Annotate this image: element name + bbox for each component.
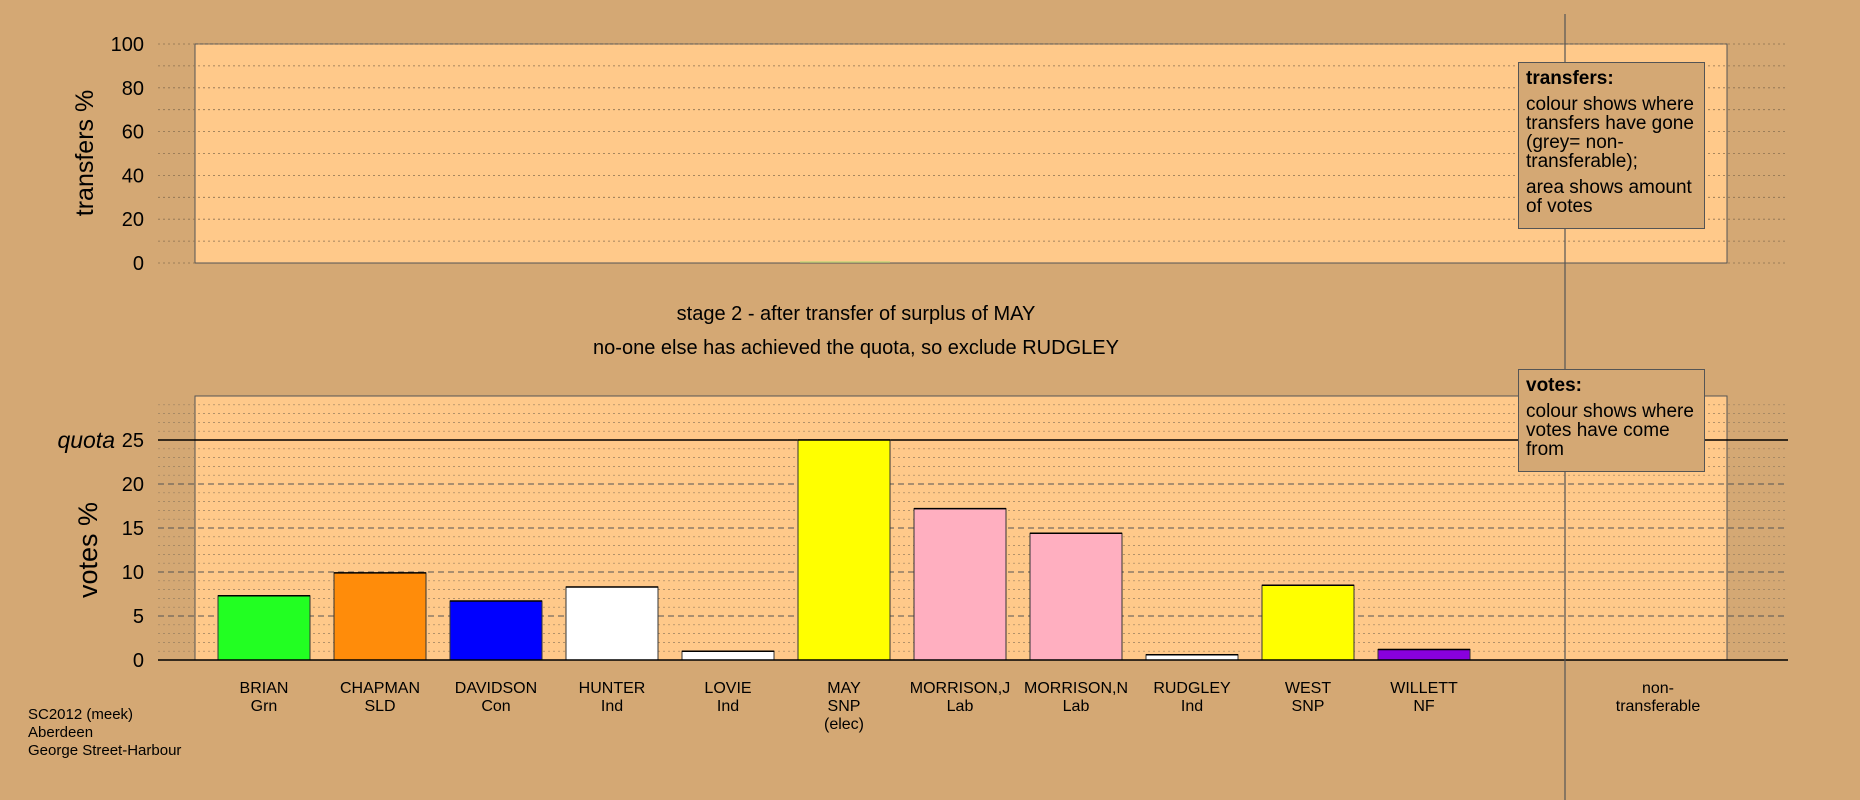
transfers-legend-text-1: colour shows where transfers have gone (… — [1526, 94, 1694, 172]
quota-label: quota — [57, 427, 115, 453]
votes-y-tick-label: 25 — [122, 430, 144, 452]
transfers-y-tick-label: 80 — [122, 78, 144, 100]
vote-bar — [1029, 532, 1123, 661]
candidate-party-label: Ind — [717, 698, 739, 715]
candidate-party-label: Ind — [601, 698, 623, 715]
candidate-name-label: MORRISON,N — [1024, 680, 1128, 697]
footer-council: Aberdeen — [28, 724, 94, 741]
votes-y-tick-label: 5 — [133, 606, 144, 628]
candidate-name-label: BRIAN — [240, 680, 289, 697]
vote-bar — [681, 650, 775, 661]
transfers-y-tick-label: 20 — [122, 209, 144, 231]
candidate-name-label: RUDGLEY — [1153, 680, 1231, 697]
votes-y-tick-label: 0 — [133, 650, 144, 672]
vote-bar — [565, 586, 659, 661]
candidate-party-label: Lab — [1063, 698, 1090, 715]
candidate-name-label: MAY — [827, 680, 861, 697]
votes-legend: votes: colour shows where votes have com… — [1518, 369, 1705, 472]
transfers-legend-text-2: area shows amount of votes — [1526, 177, 1692, 217]
transfers-y-tick-label: 0 — [133, 253, 144, 275]
votes-legend-title: votes: — [1526, 375, 1582, 396]
candidate-name-label: WILLETT — [1390, 680, 1458, 697]
candidate-party-label: Ind — [1181, 698, 1203, 715]
transfers-legend-title: transfers: — [1526, 68, 1614, 89]
vote-bar — [913, 508, 1007, 661]
vote-bar — [797, 439, 891, 661]
transfers-y-tick-label: 40 — [122, 165, 144, 187]
transfers-y-axis-label: transfers % — [71, 90, 99, 216]
candidate-name-label: LOVIE — [704, 680, 751, 697]
footer-info: SC2012 (meek) Aberdeen George Street-Har… — [28, 706, 181, 760]
transfers-plot-area — [194, 43, 1728, 264]
candidate-status-label: (elec) — [824, 716, 864, 733]
vote-bar — [1261, 584, 1355, 661]
votes-y-tick-label: 10 — [122, 562, 144, 584]
candidate-party-label: Grn — [251, 698, 278, 715]
candidate-party-label: SNP — [828, 698, 861, 715]
candidate-party-label: SLD — [364, 698, 395, 715]
votes-y-tick-label: 20 — [122, 474, 144, 496]
vote-bar — [1145, 654, 1239, 661]
vote-bar — [1377, 648, 1471, 661]
footer-election: SC2012 (meek) — [28, 706, 134, 723]
transfers-y-tick-label: 100 — [111, 34, 144, 56]
nontransferable-label: non- — [1642, 680, 1674, 697]
transfers-panel: 0 20 40 60 80 100 transfers % — [71, 34, 1788, 275]
transfers-legend: transfers: colour shows where transfers … — [1518, 62, 1705, 229]
votes-y-tick-label: 15 — [122, 518, 144, 540]
stage-subtitle: no-one else has achieved the quota, so e… — [593, 337, 1119, 359]
candidate-name-label: WEST — [1285, 680, 1331, 697]
stage-title: stage 2 - after transfer of surplus of M… — [676, 303, 1036, 325]
candidate-party-label: Lab — [947, 698, 974, 715]
vote-bar — [333, 572, 427, 661]
vote-bar — [449, 600, 543, 661]
votes-legend-text: colour shows where votes have come from — [1526, 401, 1694, 460]
candidate-name-label: CHAPMAN — [340, 680, 420, 697]
nontransferable-label: transferable — [1616, 698, 1701, 715]
footer-ward: George Street-Harbour — [28, 742, 182, 759]
candidate-name-label: HUNTER — [579, 680, 646, 697]
candidate-party-label: NF — [1413, 698, 1435, 715]
candidate-party-label: Con — [481, 698, 510, 715]
candidate-name-label: DAVIDSON — [455, 680, 537, 697]
transfers-y-tick-label: 60 — [122, 122, 144, 144]
votes-y-axis-label: votes % — [73, 502, 103, 598]
vote-bar — [217, 595, 311, 661]
candidate-party-label: SNP — [1292, 698, 1325, 715]
candidate-name-label: MORRISON,J — [910, 680, 1010, 697]
